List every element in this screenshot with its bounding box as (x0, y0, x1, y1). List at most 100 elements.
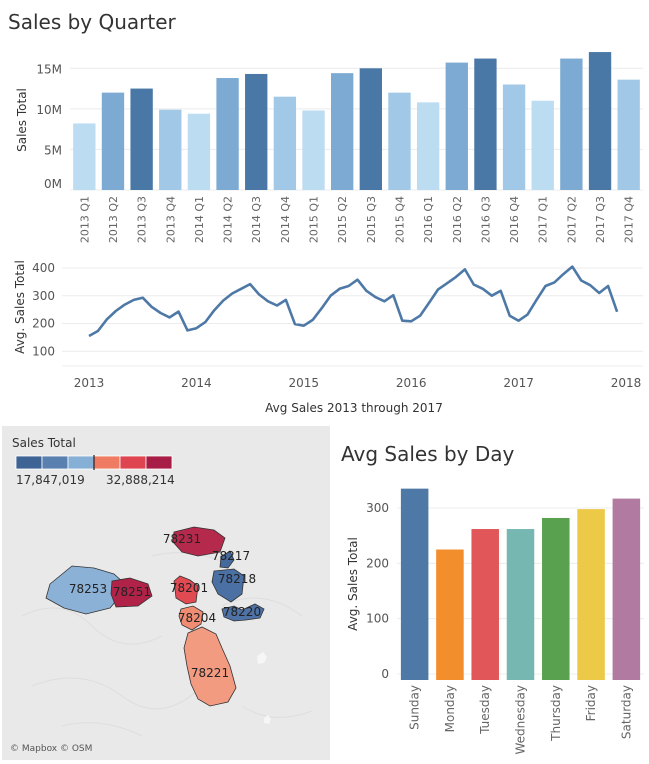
day-bar (400, 488, 429, 680)
quarter-bar (445, 62, 468, 190)
quarter-y-tick: 5M (44, 143, 62, 157)
quarter-y-tick: 0M (44, 177, 62, 191)
quarter-bar (302, 110, 325, 190)
terrain-line (61, 722, 143, 737)
day-bar (612, 498, 641, 680)
zip-region-78204 (178, 605, 204, 631)
terrain-line (241, 705, 313, 718)
day-x-tick: Tuesday (478, 685, 492, 735)
line-y-tick: 100 (32, 344, 55, 358)
line-y-tick: 300 (32, 289, 55, 303)
quarter-x-tick: 2013 Q4 (164, 196, 177, 243)
quarter-bar (588, 52, 612, 190)
terrain-line (31, 677, 203, 710)
quarter-bar (273, 96, 297, 190)
zip-label-78231: 78231 (163, 532, 201, 546)
avg-sales-by-day-title: Avg Sales by Day (341, 442, 515, 466)
quarter-x-tick: 2013 Q3 (136, 196, 149, 243)
quarter-x-tick: 2017 Q1 (537, 196, 550, 243)
water-patch (264, 715, 271, 724)
quarter-x-tick: 2017 Q2 (565, 196, 578, 243)
line-x-tick: 2015 (289, 376, 320, 390)
quarter-x-tick: 2017 Q3 (594, 196, 607, 243)
quarter-x-tick: 2015 Q2 (336, 196, 349, 243)
day-y-axis-label: Avg. Sales Total (346, 537, 360, 631)
quarter-bar (502, 84, 526, 190)
map-legend-min: 17,847,019 (16, 473, 85, 487)
quarter-bar (73, 123, 96, 190)
avg-sales-line-chart: 100 200 300 400 Avg. Sales Total 2013 2014 2015… (13, 260, 643, 415)
quarter-x-tick: 2016 Q2 (451, 196, 464, 243)
line-y-tick: 400 (32, 261, 55, 275)
quarter-bar (531, 100, 554, 190)
day-bar (506, 529, 535, 680)
day-x-tick: Sunday (408, 685, 422, 730)
day-x-tick: Wednesday (514, 685, 528, 754)
zip-region-78218 (211, 568, 245, 603)
quarter-x-tick: 2013 Q2 (107, 196, 120, 243)
zip-label-78218: 78218 (218, 572, 256, 586)
quarter-bar (359, 68, 382, 190)
zip-label-78220: 78220 (223, 605, 261, 619)
quarter-bar (101, 92, 125, 190)
legend-swatch (41, 455, 69, 470)
quarter-bar (474, 58, 497, 191)
legend-swatch (15, 455, 43, 470)
zip-label-78217: 78217 (212, 549, 250, 563)
sales-by-quarter-chart: 0M 5M 10M 15M Sales Total 2013 Q1 2013 Q2 2013 … (15, 52, 643, 243)
terrain-line (21, 607, 163, 645)
legend-swatch (145, 455, 173, 470)
quarter-x-tick: 2016 Q4 (508, 196, 521, 243)
zip-label-78221: 78221 (191, 666, 229, 680)
quarter-x-tick: 2015 Q4 (393, 196, 406, 243)
quarter-bar (187, 113, 211, 190)
quarter-x-tick: 2017 Q4 (623, 196, 636, 243)
legend-swatch (119, 455, 147, 470)
quarter-x-tick: 2016 Q3 (479, 196, 492, 243)
zip-region-78217 (219, 550, 235, 569)
quarter-bar (416, 102, 440, 190)
quarter-bar (245, 73, 268, 190)
quarter-x-tick: 2015 Q1 (308, 196, 321, 243)
legend-swatch (93, 455, 121, 470)
map-legend[interactable] (14, 454, 184, 472)
day-x-tick: Saturday (619, 685, 633, 739)
quarter-x-tick: 2016 Q1 (422, 196, 435, 243)
line-x-tick: 2014 (181, 376, 212, 390)
legend-swatch (67, 455, 95, 470)
quarter-bar (130, 88, 153, 190)
quarter-x-tick: 2014 Q3 (250, 196, 263, 243)
day-y-tick: 0 (381, 667, 389, 681)
map-legend-title: Sales Total (12, 436, 76, 450)
line-y-tick: 200 (32, 317, 55, 331)
zip-label-78204: 78204 (178, 611, 216, 625)
terrain-line (221, 597, 303, 617)
line-x-tick: 2013 (74, 376, 105, 390)
quarter-x-tick: 2015 Q3 (365, 196, 378, 243)
day-y-tick: 100 (366, 612, 389, 626)
line-x-tick: 2018 (611, 376, 642, 390)
day-x-tick: Friday (584, 685, 598, 721)
avg-sales-line (88, 265, 619, 338)
map-attribution[interactable]: © Mapbox © OSM (10, 744, 93, 754)
sales-map[interactable]: 78231 78217 78218 78253 78251 78201 78204 78220… (2, 426, 330, 760)
line-y-axis-label: Avg. Sales Total (13, 260, 27, 354)
map-background: 78231 78217 78218 78253 78251 78201 78204 78220… (21, 526, 313, 737)
day-y-tick: 200 (366, 556, 389, 570)
quarter-y-tick: 15M (36, 62, 62, 76)
quarter-y-tick: 10M (36, 103, 62, 117)
day-y-tick: 300 (366, 501, 389, 515)
zip-region-78201 (173, 575, 199, 605)
map-legend-max: 32,888,214 (106, 473, 175, 487)
day-bar (577, 509, 605, 680)
line-x-tick: 2016 (396, 376, 427, 390)
quarter-x-tick: 2014 Q1 (193, 196, 206, 243)
day-x-tick: Thursday (549, 685, 563, 742)
quarter-bar (560, 58, 583, 191)
zip-label-78253: 78253 (69, 582, 107, 596)
zip-region-78251 (110, 577, 153, 608)
avg-sales-by-day-chart: 0 100 200 300 Avg. Sales Total Sunday Monday Tu… (346, 488, 644, 754)
zip-region-78221 (183, 626, 237, 707)
zip-label-78251: 78251 (113, 585, 151, 599)
quarter-bar (388, 92, 411, 190)
